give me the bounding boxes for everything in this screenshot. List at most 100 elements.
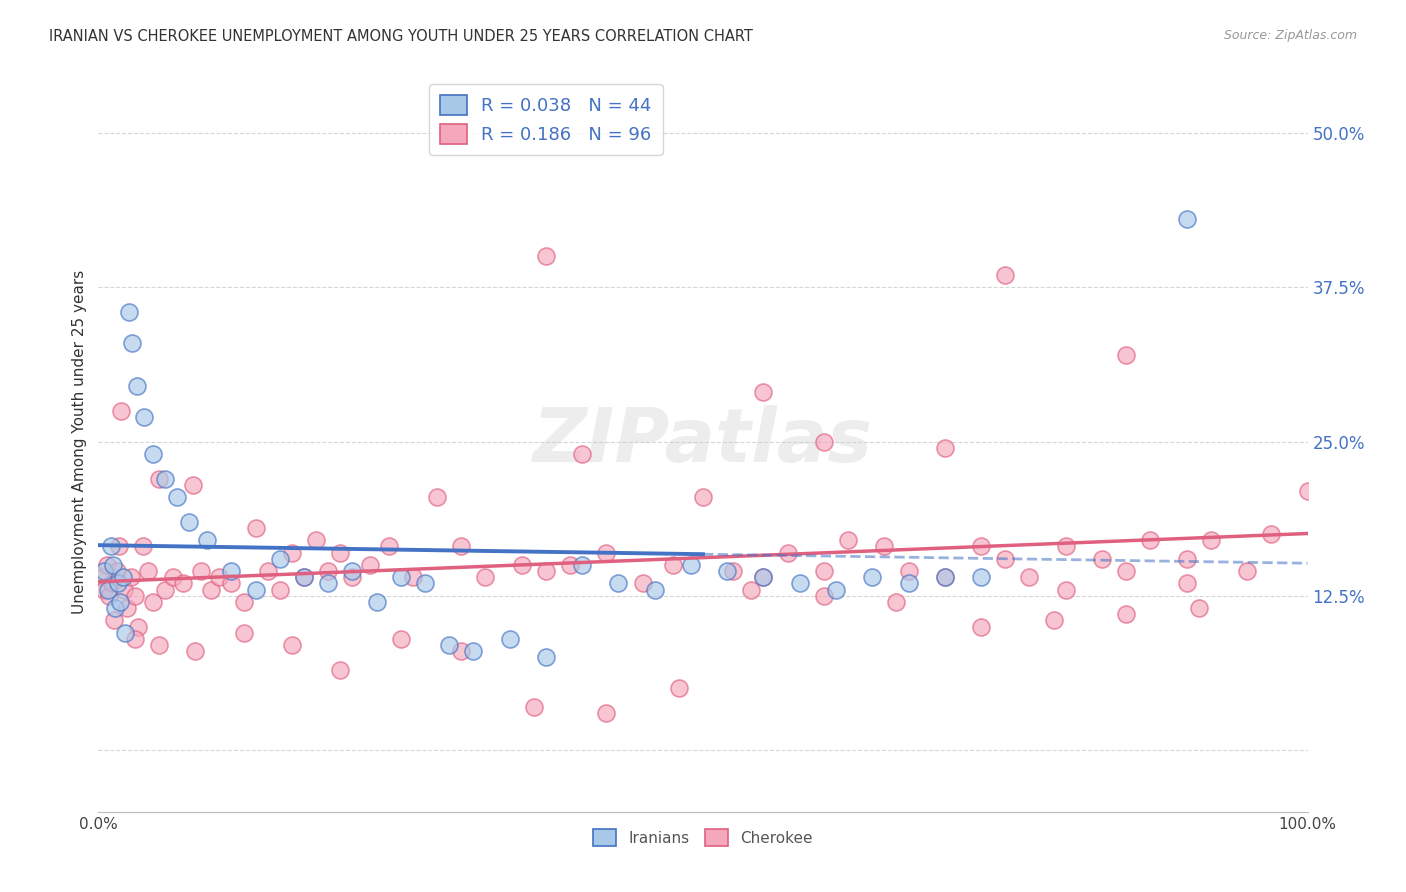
Point bbox=[1296, 483, 1319, 498]
Text: Source: ZipAtlas.com: Source: ZipAtlas.com bbox=[1223, 29, 1357, 42]
Point bbox=[329, 663, 352, 677]
Point bbox=[1115, 348, 1137, 362]
Point bbox=[873, 540, 896, 554]
Point bbox=[389, 570, 412, 584]
Point bbox=[970, 619, 993, 633]
Point bbox=[631, 576, 654, 591]
Point bbox=[127, 379, 149, 393]
Point bbox=[316, 564, 339, 578]
Point bbox=[124, 589, 146, 603]
Point bbox=[1054, 540, 1077, 554]
Point bbox=[595, 706, 617, 720]
Point bbox=[571, 447, 593, 461]
Point bbox=[644, 582, 666, 597]
Point bbox=[752, 570, 775, 584]
Point bbox=[360, 558, 382, 572]
Point bbox=[245, 521, 267, 535]
Text: ZIPatlas: ZIPatlas bbox=[533, 405, 873, 478]
Point bbox=[114, 625, 136, 640]
Point bbox=[153, 582, 176, 597]
Point bbox=[292, 570, 315, 584]
Point bbox=[1115, 607, 1137, 622]
Point bbox=[607, 576, 630, 591]
Point bbox=[166, 490, 188, 504]
Point bbox=[723, 564, 745, 578]
Point bbox=[208, 570, 231, 584]
Point bbox=[1042, 614, 1064, 628]
Point bbox=[91, 570, 114, 584]
Point bbox=[679, 558, 702, 572]
Point bbox=[120, 570, 142, 584]
Point bbox=[1054, 582, 1077, 597]
Point bbox=[1139, 533, 1161, 548]
Point bbox=[970, 540, 993, 554]
Point bbox=[662, 558, 685, 572]
Point bbox=[994, 551, 1017, 566]
Point bbox=[534, 650, 557, 665]
Point bbox=[437, 638, 460, 652]
Point bbox=[860, 570, 883, 584]
Point bbox=[752, 385, 775, 400]
Point bbox=[148, 471, 170, 485]
Point bbox=[184, 644, 207, 658]
Point bbox=[474, 570, 496, 584]
Point bbox=[181, 477, 204, 491]
Point bbox=[994, 268, 1017, 282]
Point bbox=[934, 441, 956, 455]
Point bbox=[1175, 212, 1198, 227]
Point bbox=[97, 582, 120, 597]
Point bbox=[366, 595, 388, 609]
Point bbox=[101, 558, 124, 572]
Point bbox=[825, 582, 848, 597]
Point bbox=[595, 546, 617, 560]
Point bbox=[716, 564, 738, 578]
Point bbox=[232, 625, 254, 640]
Point bbox=[1091, 551, 1114, 566]
Point bbox=[232, 595, 254, 609]
Point bbox=[93, 564, 115, 578]
Point bbox=[93, 582, 115, 597]
Point bbox=[179, 515, 201, 529]
Point bbox=[571, 558, 593, 572]
Point bbox=[789, 576, 811, 591]
Point bbox=[112, 582, 135, 597]
Point bbox=[256, 564, 278, 578]
Point bbox=[813, 589, 835, 603]
Point bbox=[1199, 533, 1222, 548]
Point bbox=[934, 570, 956, 584]
Point bbox=[886, 595, 908, 609]
Point bbox=[134, 409, 156, 424]
Point bbox=[281, 638, 304, 652]
Point bbox=[813, 564, 835, 578]
Point bbox=[342, 564, 364, 578]
Point bbox=[103, 614, 125, 628]
Point bbox=[776, 546, 799, 560]
Point bbox=[897, 576, 920, 591]
Point bbox=[117, 601, 139, 615]
Point bbox=[970, 570, 993, 584]
Point bbox=[142, 595, 165, 609]
Point bbox=[1175, 576, 1198, 591]
Point bbox=[692, 490, 714, 504]
Point bbox=[153, 471, 176, 485]
Point bbox=[463, 644, 485, 658]
Point bbox=[292, 570, 315, 584]
Point bbox=[111, 570, 134, 584]
Point bbox=[105, 564, 128, 578]
Point bbox=[1236, 564, 1258, 578]
Point bbox=[498, 632, 520, 646]
Point bbox=[221, 576, 243, 591]
Point bbox=[329, 546, 352, 560]
Point bbox=[450, 644, 472, 658]
Point bbox=[100, 576, 122, 591]
Point bbox=[281, 546, 304, 560]
Point bbox=[100, 540, 122, 554]
Point bbox=[426, 490, 449, 504]
Point bbox=[132, 540, 155, 554]
Point bbox=[124, 632, 146, 646]
Point bbox=[1188, 601, 1211, 615]
Point bbox=[740, 582, 762, 597]
Point bbox=[1260, 527, 1282, 541]
Text: IRANIAN VS CHEROKEE UNEMPLOYMENT AMONG YOUTH UNDER 25 YEARS CORRELATION CHART: IRANIAN VS CHEROKEE UNEMPLOYMENT AMONG Y… bbox=[49, 29, 754, 44]
Point bbox=[136, 564, 159, 578]
